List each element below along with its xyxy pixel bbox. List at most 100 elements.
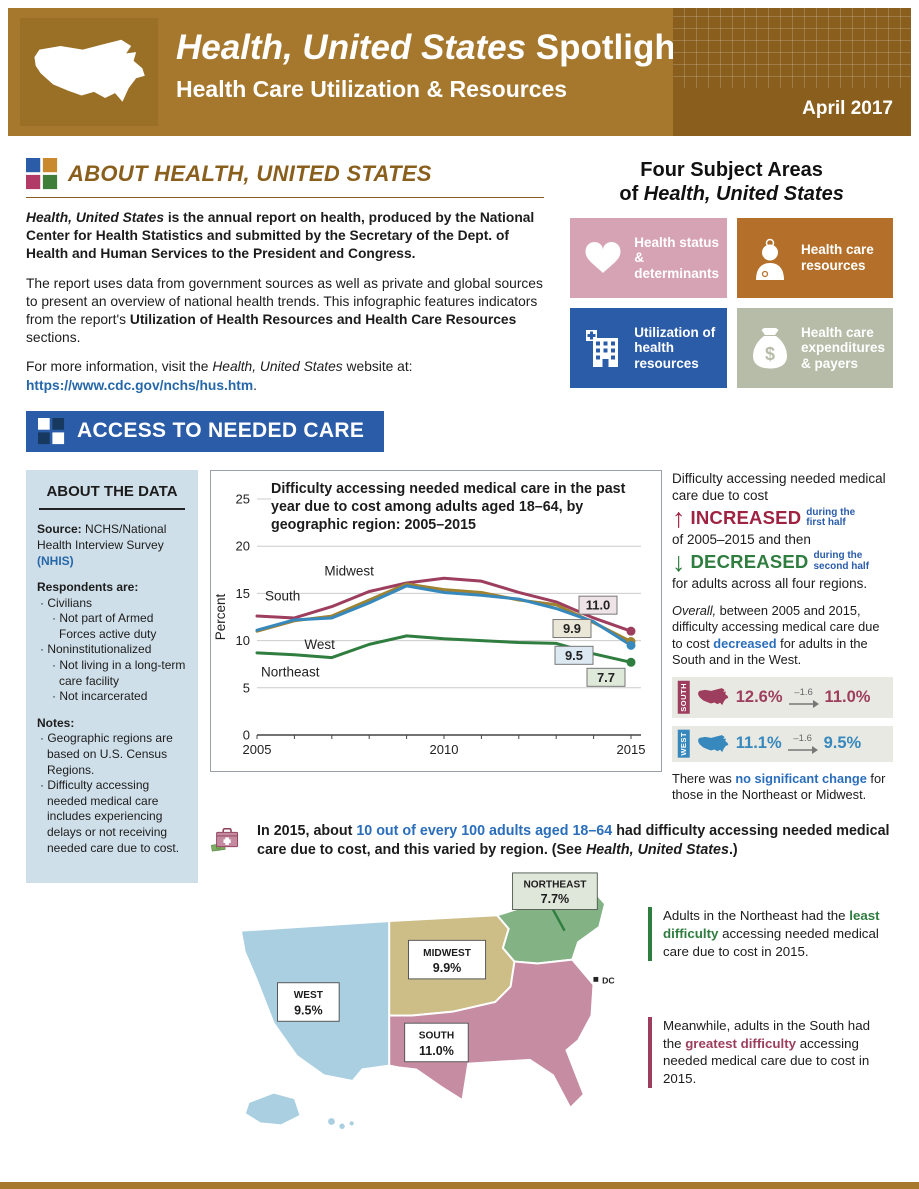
us-mini-south-icon [697, 688, 729, 706]
south-change: –1.6 [788, 687, 819, 709]
note2-highlight: greatest difficulty [685, 1035, 797, 1051]
about-section: ABOUT HEALTH, UNITED STATES Health, Unit… [26, 158, 545, 395]
about-the-data-sidebar: ABOUT THE DATA Source: NCHS/National Hea… [26, 469, 198, 884]
overall-italic: Overall, [672, 602, 717, 618]
sidebar-source: Source: NCHS/National Health Interview S… [37, 522, 187, 569]
chart-endpoint-northeast [626, 657, 636, 667]
label-box-south [404, 1022, 469, 1062]
first-aid-kit-icon [211, 827, 239, 852]
respondent-item: Not living in a long-term care facility [37, 658, 187, 689]
decreased-note-1: during the [813, 550, 863, 562]
overall-decreased: decreased [713, 635, 777, 651]
subject-areas-heading: Four Subject Areas of Health, United Sta… [570, 158, 893, 206]
label-box-midwest [408, 939, 487, 980]
line-chart: Difficulty accessing needed medical care… [210, 469, 662, 772]
report-title-italic: Health, United States [26, 210, 164, 225]
chart-endlabel-west: 9.5 [565, 648, 583, 663]
south-2005-value: 12.6% [735, 687, 783, 706]
note1-highlight: least difficulty [663, 907, 880, 941]
tile-expenditures: $ Health care expenditures & payers [736, 308, 893, 388]
sidebar-title: ABOUT THE DATA [39, 482, 185, 511]
up-arrow-icon: ↑ [672, 502, 686, 533]
decreased-note-2: second half [813, 560, 870, 572]
map-region-south [388, 958, 595, 1110]
label-west-value: 9.5% [294, 1003, 323, 1017]
chart-xtick-label: 2010 [430, 742, 459, 757]
about-paragraph-1: Health, United States is the annual repo… [26, 209, 544, 264]
increased-word: INCREASED [690, 507, 802, 529]
nochange-highlight: no significant change [735, 770, 867, 786]
increase-row: ↑ INCREASED during the first half [672, 502, 893, 533]
note1-a: Adults in the Northeast had the [663, 907, 850, 923]
west-change-value: –1.6 [793, 733, 812, 745]
right-arrow-icon [787, 746, 818, 755]
tile-label: Health status & determinants [634, 234, 719, 281]
chart-ytick-label: 25 [236, 491, 250, 506]
about-p2-sections: Utilization of Health Resources and Heal… [129, 312, 517, 328]
masthead: Health, United States Spotlight Health C… [8, 8, 911, 136]
money-bag-icon: $ [752, 327, 787, 368]
about-p2-a: The report uses data from government sou… [26, 275, 543, 328]
chart-series-label-south: South [265, 588, 300, 603]
chart-xtick-label: 2005 [243, 742, 272, 757]
chart-endlabel-midwest: 9.9 [563, 621, 581, 636]
chart-endlabel-box-midwest [552, 618, 592, 638]
page-title-suffix: Spotlight [526, 28, 688, 67]
svg-text:$: $ [765, 344, 775, 364]
subjects-heading-of: of [619, 183, 644, 205]
subject-areas-panel: Four Subject Areas of Health, United Sta… [570, 158, 893, 388]
chart-endpoint-south [626, 626, 636, 636]
nhis-link[interactable]: (NHIS) [37, 553, 74, 568]
northeast-leader-line [551, 908, 566, 932]
banner-squares-icon [38, 417, 65, 444]
label-south-value: 11.0% [419, 1044, 454, 1058]
right-column: Difficulty accessing needed medical care… [210, 469, 893, 1138]
chart-ylabel: Percent [213, 593, 228, 640]
no-change-paragraph: There was no significant change for thos… [672, 771, 893, 804]
label-northeast-value: 7.7% [541, 892, 570, 906]
chart-title: Difficulty accessing needed medical care… [271, 479, 655, 535]
subjects-heading-line1: Four Subject Areas [640, 159, 823, 181]
callout-c: had difficulty accessing needed medical … [257, 823, 890, 858]
us-map-icon [34, 39, 145, 102]
map-hawaii [339, 1123, 345, 1129]
note2-a: Meanwhile, adults in the South had the [663, 1017, 870, 1051]
west-tag: WEST [678, 729, 690, 758]
stat-row-west: WEST 11.1% –1.6 9.5% [672, 725, 893, 762]
down-arrow-icon: ↓ [672, 546, 686, 577]
link-period: . [253, 377, 257, 393]
label-west-name: WEST [294, 990, 324, 1001]
us-map-wrap: NORTHEAST 7.7% MIDWEST 9.9% WEST 9.5% SO… [210, 871, 634, 1138]
respondent-item: Not part of Armed Forces active duty [37, 611, 187, 642]
tile-health-care-resources: Health care resources [736, 218, 893, 298]
us-regions-map: NORTHEAST 7.7% MIDWEST 9.9% WEST 9.5% SO… [239, 872, 615, 1129]
map-hawaii [349, 1121, 354, 1126]
decreased-note: during the second half [813, 551, 869, 572]
chart-ytick-label: 20 [236, 539, 250, 554]
about-p1-text: is the annual report on health, produced… [26, 210, 535, 262]
chart-line-south [255, 576, 633, 633]
callout-2015: In 2015, about 10 out of every 100 adult… [210, 817, 893, 865]
callout-stat: 10 out of every 100 adults aged 18–64 [356, 823, 613, 840]
bottom-strip [0, 1182, 919, 1189]
doctor-icon [755, 238, 784, 280]
chart-series-label-midwest: Midwest [324, 563, 374, 578]
about-paragraph-3: For more information, visit the Health, … [26, 358, 544, 394]
about-p3-title: Health, United States [212, 359, 343, 375]
sidebar-notes: Notes: Geographic regions are based on U… [37, 716, 187, 856]
tile-label: Health care resources [800, 242, 874, 273]
chart-endlabel-box-west [554, 645, 594, 665]
hus-website-link[interactable]: https://www.cdc.gov/nchs/hus.htm [26, 377, 254, 393]
top-row: ABOUT HEALTH, UNITED STATES Health, Unit… [26, 158, 893, 395]
west-change: –1.6 [787, 733, 818, 755]
page-title: Health, United States Spotlight [176, 28, 687, 68]
map-notes: Adults in the Northeast had the least di… [648, 906, 893, 1138]
label-south-name: SOUTH [419, 1030, 454, 1041]
tile-label: Utilization of health resources [634, 324, 716, 371]
west-2015-value: 9.5% [823, 733, 862, 752]
findings-middle: of 2005–2015 and then [672, 532, 811, 548]
sidebar-respondents: Respondents are: Civilians Not part of A… [37, 580, 187, 705]
issue-date: April 2017 [802, 98, 893, 119]
findings-outro: for adults across all four regions. [672, 576, 868, 592]
